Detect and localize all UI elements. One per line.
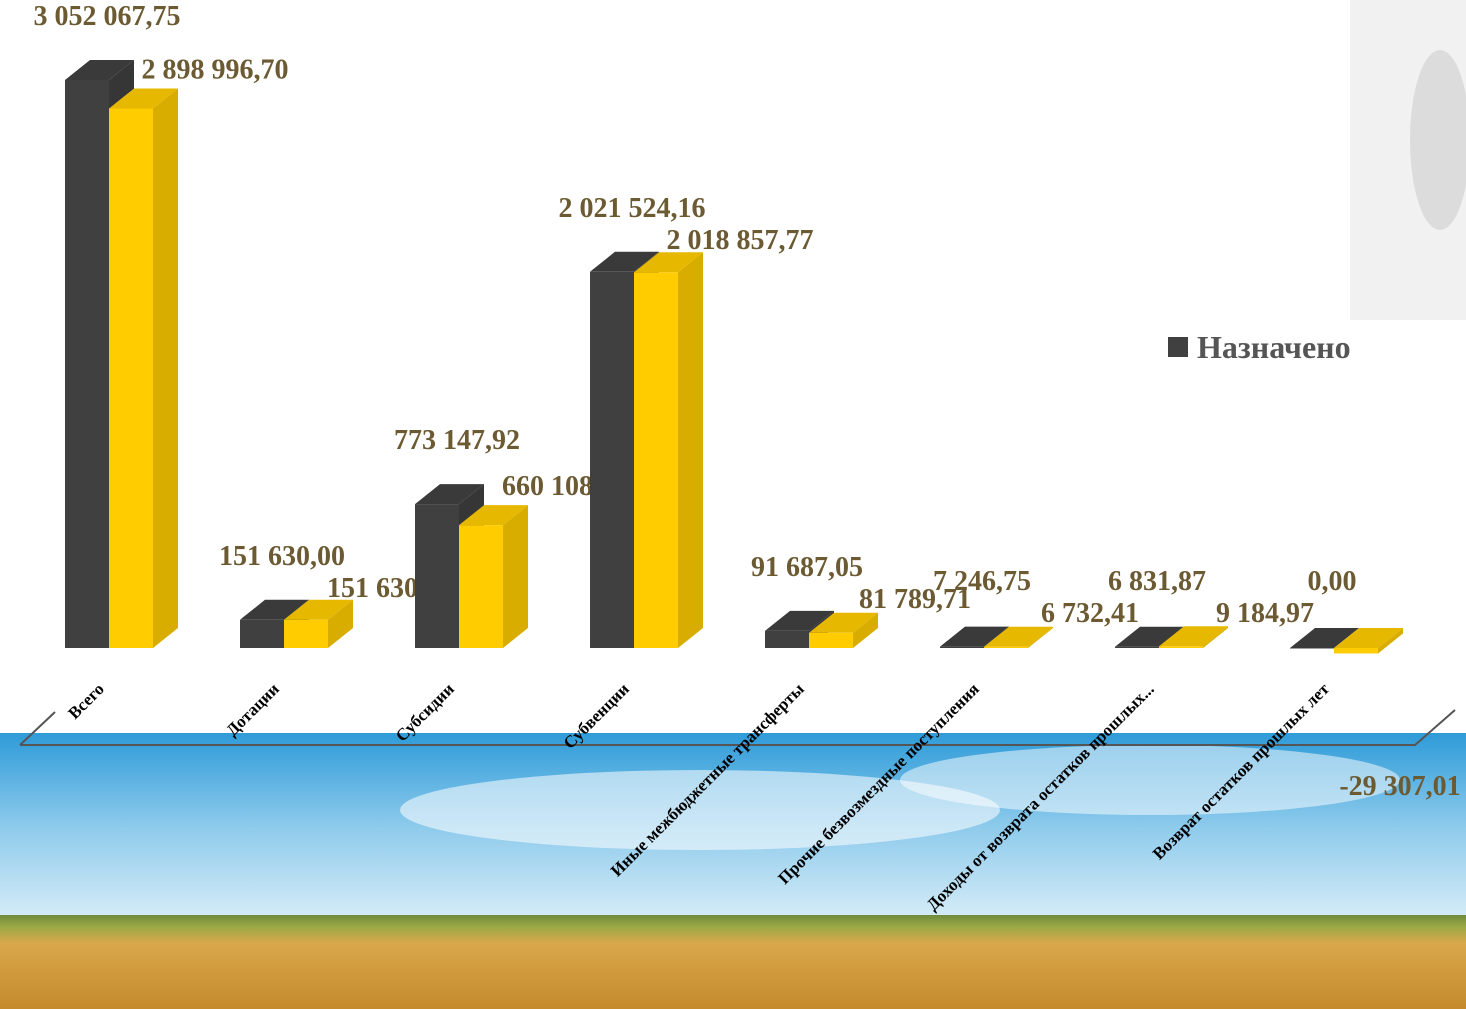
bar	[284, 620, 328, 648]
slide: Назначено 3 052 067,752 898 996,70Всего1…	[0, 0, 1466, 1009]
bar	[65, 80, 109, 648]
legend-swatch	[1168, 337, 1188, 357]
bar-side	[678, 252, 703, 648]
cloud	[900, 745, 1400, 815]
bar-side	[503, 505, 528, 648]
value-label: 6 732,41	[1041, 598, 1139, 629]
value-label: 9 184,97	[1216, 598, 1314, 629]
value-label: 2 898 996,70	[142, 54, 289, 85]
value-label: 6 831,87	[1108, 566, 1206, 597]
bar	[809, 633, 853, 648]
value-label: -29 307,01	[1339, 771, 1460, 802]
value-label: 3 052 067,75	[34, 1, 181, 32]
value-label: 2 018 857,77	[667, 225, 814, 256]
legend-label: Назначено	[1197, 329, 1351, 365]
bar	[590, 272, 634, 648]
bar	[1159, 646, 1203, 648]
bar	[109, 108, 153, 648]
value-label: 773 147,92	[394, 425, 520, 456]
field	[0, 915, 1466, 1009]
bar	[984, 647, 1028, 648]
value-label: 2 021 524,16	[559, 193, 706, 224]
bar	[415, 504, 459, 648]
bar	[1334, 648, 1378, 653]
value-label: 0,00	[1308, 566, 1357, 597]
bar-side	[153, 88, 178, 648]
bar	[240, 620, 284, 648]
bar	[1115, 647, 1159, 648]
value-label: 151 630,00	[219, 541, 345, 572]
bar	[1290, 648, 1334, 649]
bar	[459, 525, 503, 648]
value-label: 91 687,05	[751, 552, 863, 583]
bar	[765, 631, 809, 648]
bar	[940, 647, 984, 648]
value-label: 7 246,75	[933, 566, 1031, 597]
bar	[634, 272, 678, 648]
